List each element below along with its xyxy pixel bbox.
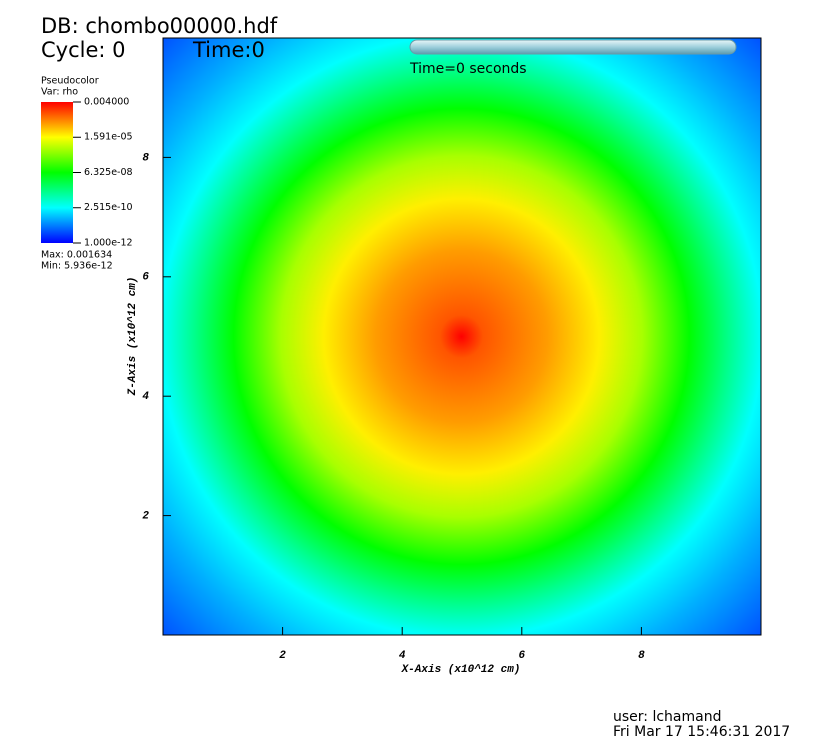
x-tick-label: 2 <box>279 650 286 662</box>
plot-frame <box>162 37 762 636</box>
y-tick-label: 8 <box>142 152 149 164</box>
legend-var: Var: rho <box>41 87 78 98</box>
colorbar-tick-label: 1.000e-12 <box>84 238 133 249</box>
colorbar <box>41 102 73 243</box>
x-axis-label: X-Axis (x10^12 cm) <box>401 664 521 676</box>
legend-min: Min: 5.936e-12 <box>41 261 113 272</box>
user: user: lchamand <box>613 709 721 725</box>
time: Time:0 <box>192 38 265 62</box>
date: Fri Mar 17 15:46:31 2017 <box>613 724 790 740</box>
y-tick-label: 2 <box>142 511 149 523</box>
time-slider-label: Time=0 seconds <box>409 61 527 77</box>
db-title: DB: chombo00000.hdf <box>41 14 278 38</box>
colorbar-tick-label: 1.591e-05 <box>84 132 133 143</box>
x-tick-label: 6 <box>518 650 525 662</box>
colorbar-tick-label: 0.004000 <box>84 97 129 108</box>
x-tick-label: 4 <box>399 650 406 662</box>
colorbar-tick-label: 6.325e-08 <box>84 167 133 178</box>
y-axis-label: Z-Axis (x10^12 cm) <box>127 277 139 397</box>
legend-title: Pseudocolor <box>41 76 99 87</box>
legend-max: Max: 0.001634 <box>41 250 112 261</box>
y-tick-label: 6 <box>142 272 149 284</box>
time-slider <box>409 39 737 55</box>
cycle: Cycle: 0 <box>41 38 126 62</box>
pseudocolor-field <box>163 38 761 635</box>
x-tick-label: 8 <box>638 650 645 662</box>
y-tick-label: 4 <box>142 391 149 403</box>
colorbar-tick-label: 2.515e-10 <box>84 202 133 213</box>
